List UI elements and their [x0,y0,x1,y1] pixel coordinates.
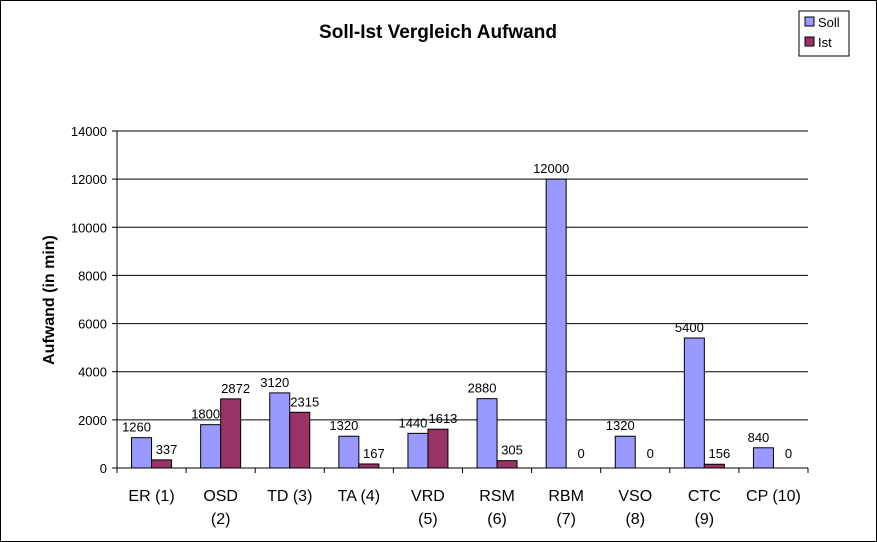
legend-swatch-ist [804,36,815,47]
bar-soll [131,437,153,469]
data-label-ist: 2315 [290,394,319,409]
y-tick-label: 4000 [78,365,107,380]
x-category-label: RSM [479,488,515,505]
data-label-soll: 3120 [260,375,289,390]
y-tick-label: 0 [100,461,107,476]
bar-soll [269,392,291,469]
data-label-soll: 840 [748,430,770,445]
y-tick-label: 2000 [78,413,107,428]
data-label-ist: 305 [501,443,523,458]
chart-title: Soll-Ist Vergleich Aufwand [319,22,557,43]
bar-ist [358,463,380,469]
bar-soll [200,424,222,469]
y-tick-label: 12000 [71,172,107,187]
y-tick-label: 10000 [71,220,107,235]
x-category-label: (7) [556,511,576,528]
data-label-soll: 12000 [533,161,569,176]
bar-ist [151,459,173,469]
data-label-soll: 5400 [675,320,704,335]
x-category-label: (6) [487,511,507,528]
y-tick-label: 6000 [78,317,107,332]
legend-label-ist: Ist [818,35,832,50]
x-category-label: (9) [695,511,715,528]
x-category-label: (8) [625,511,645,528]
x-category-label: (5) [418,511,438,528]
bar-ist [427,428,449,469]
x-category-label: TA (4) [338,488,380,505]
x-category-label: VRD [411,488,445,505]
bar-ist [220,398,242,469]
x-category-label: CP (10) [746,488,801,505]
bar-ist [289,411,311,469]
x-category-label: (2) [211,511,231,528]
axes [112,130,809,473]
y-tick-labels: 0 2000 4000 6000 8000 10000 12000 14000 [71,124,107,476]
bar-soll [476,398,498,469]
x-category-label: TD (3) [267,488,312,505]
bar-soll [407,432,429,469]
y-axis-label: Aufwand (in min) [41,235,58,365]
x-category-label: RBM [548,488,584,505]
data-label-soll: 2880 [468,381,497,396]
data-label-soll: 1440 [398,415,427,430]
data-label-soll: 1800 [191,407,220,422]
data-label-ist: 2872 [221,381,250,396]
data-label-ist: 1613 [428,411,457,426]
data-label-soll: 1260 [122,420,151,435]
x-category-label: CTC [688,488,721,505]
bar-soll [752,447,774,469]
data-label-ist: 0 [578,446,585,461]
data-label-ist: 0 [785,446,792,461]
x-category-label: ER (1) [128,488,174,505]
data-label-ist: 0 [647,446,654,461]
legend-swatch-soll [804,16,815,27]
data-label-ist: 156 [708,446,730,461]
bar-soll [683,337,705,469]
bar-ist [703,463,725,469]
x-category-labels: ER (1) OSD (2) TD (3) TA (4) VRD (5) RSM (6) RBM (… [128,488,800,528]
x-category-label: OSD [203,488,238,505]
data-label-soll: 1320 [606,418,635,433]
data-label-ist: 337 [156,442,178,457]
legend-label-soll: Soll [818,15,840,30]
data-label-ist: 167 [363,446,385,461]
bar-soll [614,435,636,469]
y-tick-label: 14000 [71,124,107,139]
legend: Soll Ist [798,10,850,57]
y-tick-label: 8000 [78,268,107,283]
bar-soll [338,435,360,469]
bar-ist [496,460,518,469]
bars [131,178,774,469]
data-label-soll: 1320 [329,418,358,433]
bar-soll [545,178,567,469]
x-category-label: VSO [618,488,652,505]
